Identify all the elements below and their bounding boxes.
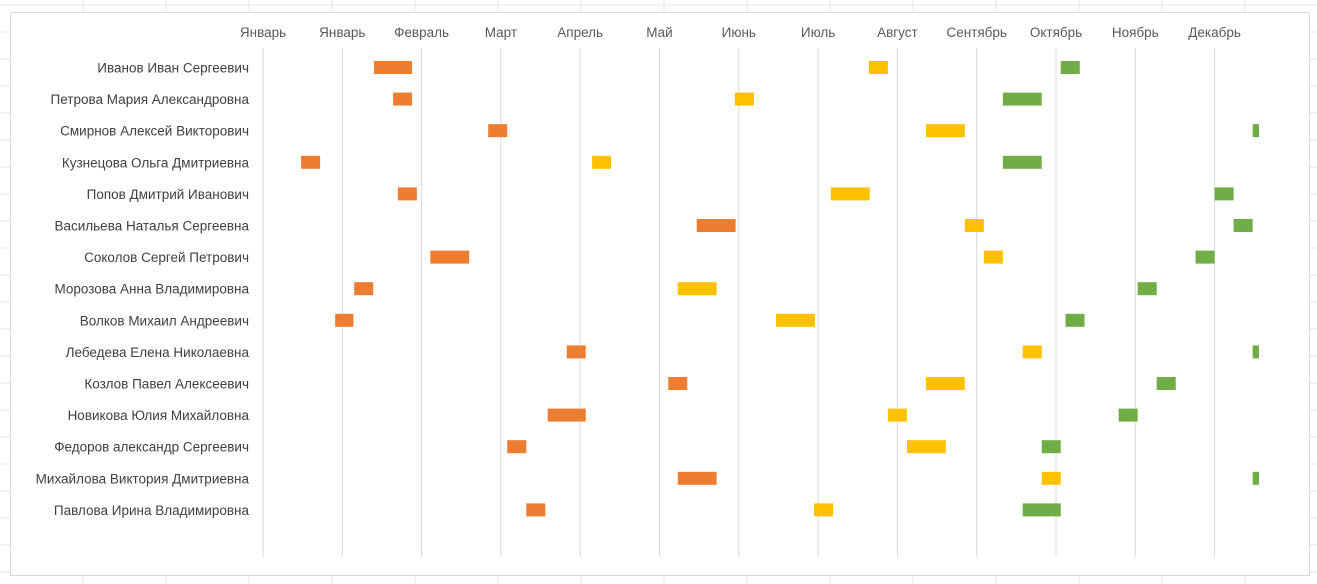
month-axis-labels: Январь Январь Февраль Март Апрель Май Июнь Июль… [240, 25, 1241, 40]
gantt-bar [354, 282, 374, 296]
gantt-bar [668, 377, 688, 390]
gantt-bars [301, 61, 1260, 517]
gantt-bar [868, 61, 888, 74]
employee-name-label: Иванов Иван Сергеевич [97, 61, 249, 76]
month-tick-label: Декабрь [1188, 25, 1241, 40]
month-tick-label: Май [646, 25, 672, 40]
gantt-bar [734, 92, 754, 106]
vertical-gridlines [262, 48, 1216, 557]
month-tick-label: Сентябрь [946, 25, 1006, 40]
employee-name-label: Лебедева Елена Николаевна [66, 345, 250, 360]
gantt-bar [397, 187, 417, 201]
gantt-bar [1002, 155, 1042, 169]
employee-name-label: Петрова Мария Александровна [51, 92, 250, 107]
gantt-bar [1156, 377, 1176, 390]
gantt-bar [677, 471, 717, 485]
gantt-bar [964, 219, 984, 232]
gantt-bar [1041, 440, 1061, 454]
gantt-bar [1195, 250, 1215, 264]
gantt-bar [925, 377, 965, 390]
month-tick-label: Июнь [722, 25, 756, 40]
gantt-bar [393, 92, 413, 106]
gantt-bar [925, 124, 965, 138]
employee-axis-labels: Иванов Иван Сергеевич Петрова Мария Алекс… [36, 61, 250, 518]
gantt-bar [547, 408, 586, 422]
month-tick-label: Январь [240, 25, 286, 40]
gantt-bar [1060, 61, 1080, 74]
gantt-bar [566, 345, 586, 359]
employee-name-label: Волков Михаил Андреевич [80, 313, 249, 328]
employee-name-label: Федоров александр Сергеевич [54, 440, 249, 455]
gantt-bar [906, 440, 946, 454]
employee-name-label: Соколов Сергей Петрович [84, 250, 249, 265]
month-tick-label: Февраль [394, 25, 449, 40]
month-tick-label: Июль [801, 25, 835, 40]
gantt-bar [677, 282, 717, 296]
gantt-bar [1041, 471, 1061, 485]
gantt-bar [1252, 124, 1260, 138]
gantt-bar [488, 124, 508, 138]
gantt-bar [1137, 282, 1157, 296]
gantt-bar [1002, 92, 1042, 106]
gantt-bar [1022, 345, 1042, 359]
gantt-bar [1065, 313, 1085, 327]
gantt-bar [507, 440, 527, 454]
employee-name-label: Новикова Юлия Михайловна [68, 408, 250, 423]
employee-name-label: Павлова Ирина Владимировна [54, 503, 250, 518]
employee-name-label: Кузнецова Ольга Дмитриевна [62, 155, 250, 170]
gantt-bar [430, 250, 470, 264]
gantt-bar [830, 187, 870, 201]
month-tick-label: Апрель [557, 25, 603, 40]
month-tick-label: Октябрь [1030, 25, 1082, 40]
gantt-bar [983, 250, 1003, 264]
gantt-bar [696, 219, 736, 232]
gantt-bar [374, 61, 413, 74]
gantt-bar [592, 155, 612, 169]
gantt-bar [1252, 345, 1260, 359]
gantt-bar [526, 503, 546, 517]
employee-name-label: Васильева Наталья Сергеевна [54, 219, 249, 234]
gantt-bar [1252, 471, 1260, 485]
gantt-bar [887, 408, 907, 422]
gantt-bar [1118, 408, 1138, 422]
gantt-bar [1022, 503, 1061, 517]
employee-name-label: Морозова Анна Владимировна [54, 282, 249, 297]
employee-name-label: Михайлова Виктория Дмитриевна [36, 471, 250, 486]
gantt-bar [776, 313, 815, 327]
gantt-bar [814, 503, 834, 517]
gantt-bar [1214, 187, 1234, 201]
gantt-bar [301, 155, 321, 169]
month-tick-label: Август [877, 25, 918, 40]
gantt-bar [1233, 219, 1253, 232]
month-tick-label: Январь [319, 25, 365, 40]
employee-name-label: Смирнов Алексей Викторович [60, 124, 249, 139]
month-tick-label: Ноябрь [1112, 25, 1159, 40]
employee-name-label: Козлов Павел Алексеевич [84, 377, 249, 392]
month-tick-label: Март [485, 25, 517, 40]
employee-name-label: Попов Дмитрий Иванович [87, 187, 249, 202]
gantt-bar [335, 313, 354, 327]
